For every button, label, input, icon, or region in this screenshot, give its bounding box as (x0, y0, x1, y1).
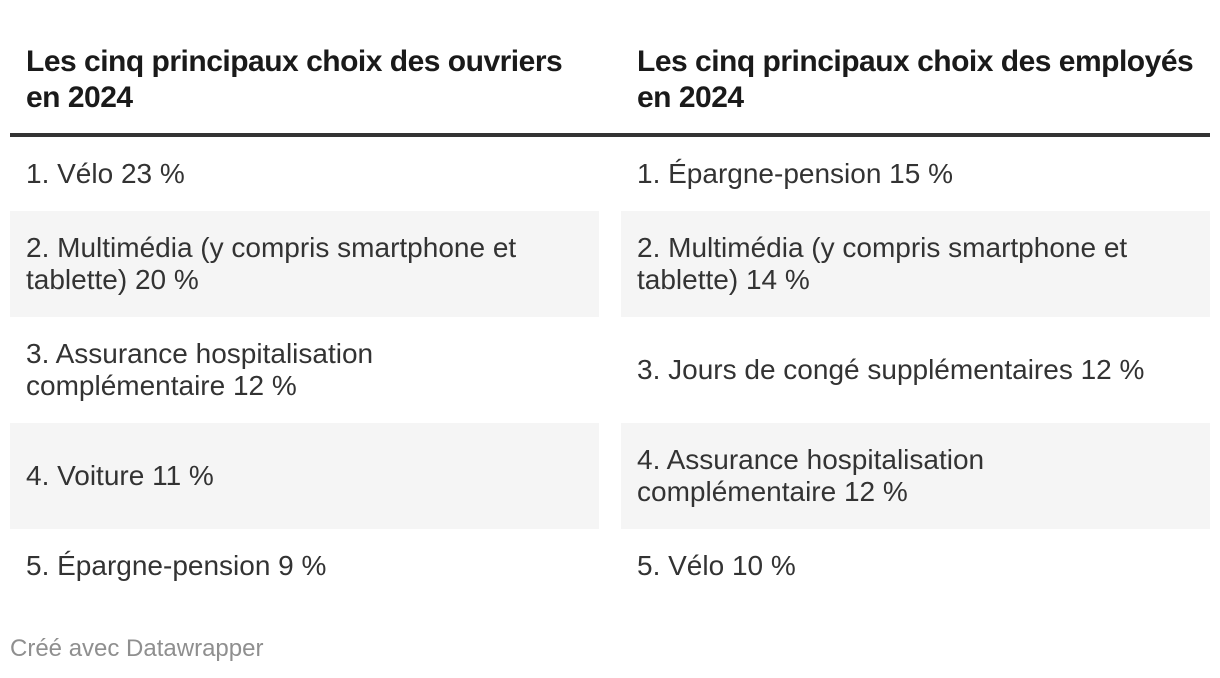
column-spacer (599, 317, 621, 423)
table-row: 1. Vélo 23 % 1. Épargne-pension 15 % (10, 135, 1210, 211)
table-cell-ouvriers-rank-5: 5. Épargne-pension 9 % (26, 550, 327, 581)
table-cell-ouvriers-rank-1: 1. Vélo 23 % (26, 158, 185, 189)
left-table-title: Les cinq principaux choix des ouvriers e… (10, 44, 599, 137)
datawrapper-table-chart: Les cinq principaux choix des ouvriers e… (10, 44, 1210, 663)
table-cell-employes-rank-5: 5. Vélo 10 % (637, 550, 796, 581)
datawrapper-credit-link[interactable]: Créé avec Datawrapper (10, 635, 264, 662)
column-spacer (599, 135, 621, 211)
column-spacer (599, 44, 621, 137)
table-row: 2. Multimédia (y compris smartphone et t… (10, 211, 1210, 317)
table-cell-employes-rank-2: 2. Multimédia (y compris smartphone et t… (621, 211, 1210, 317)
table-row: 5. Épargne-pension 9 % 5. Vélo 10 % (10, 529, 1210, 603)
header-row: Les cinq principaux choix des ouvriers e… (10, 44, 1210, 137)
table-row: 3. Assurance hospitalisation complémenta… (10, 317, 1210, 423)
table-cell-employes-rank-1: 1. Épargne-pension 15 % (637, 158, 953, 189)
chart-footer: Créé avec Datawrapper (10, 635, 1210, 663)
table-cell-ouvriers-rank-2: 2. Multimédia (y compris smartphone et t… (10, 211, 599, 317)
right-table-title: Les cinq principaux choix des employés e… (621, 44, 1210, 137)
table-cell-ouvriers-rank-4: 4. Voiture 11 % (10, 423, 599, 529)
rankings-table: Les cinq principaux choix des ouvriers e… (10, 44, 1210, 603)
column-spacer (599, 423, 621, 529)
table-cell-ouvriers-rank-3: 3. Assurance hospitalisation complémenta… (26, 338, 374, 401)
table-cell-employes-rank-3: 3. Jours de congé supplémentaires 12 % (637, 354, 1145, 385)
table-cell-employes-rank-4: 4. Assurance hospitalisation complémenta… (621, 423, 1210, 529)
table-row: 4. Voiture 11 % 4. Assurance hospitalisa… (10, 423, 1210, 529)
column-spacer (599, 529, 621, 603)
column-spacer (599, 211, 621, 317)
